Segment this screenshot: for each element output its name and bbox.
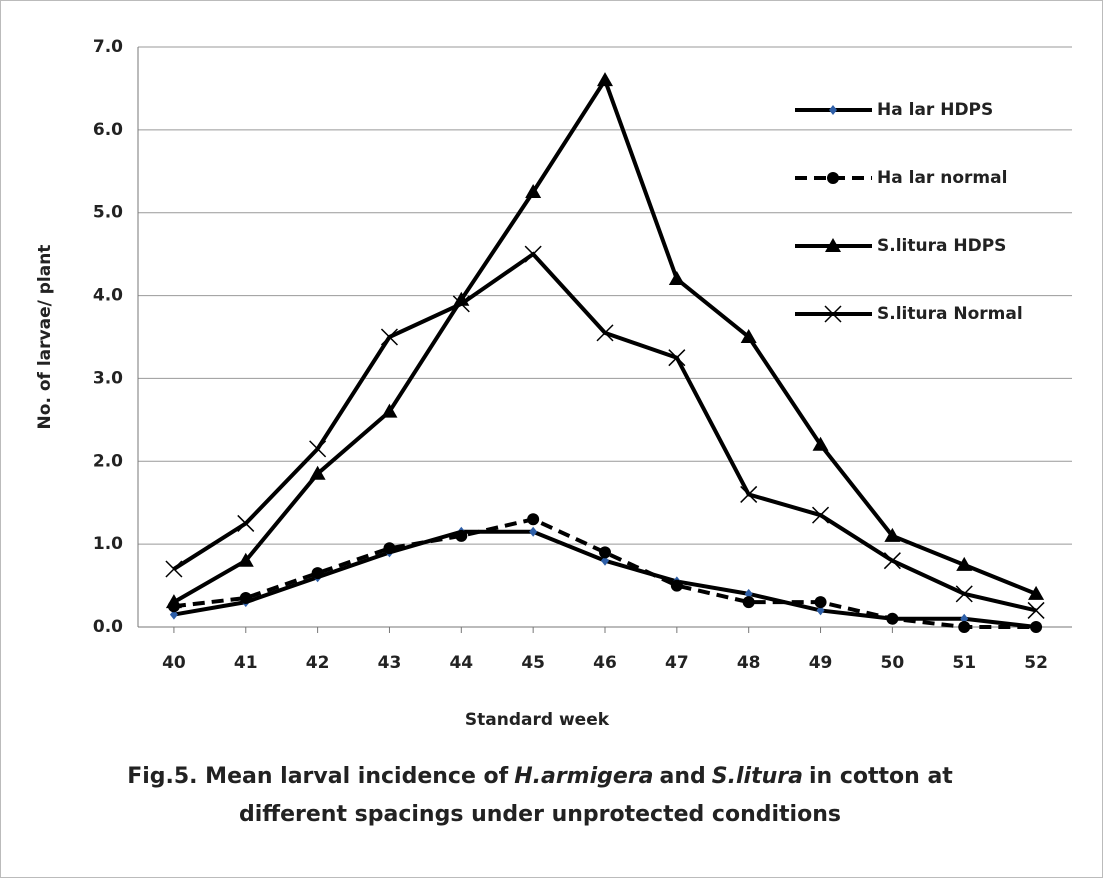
y-tick-label: 0.0 <box>93 617 123 637</box>
point <box>668 271 685 285</box>
caption-line2: different spacings under unprotected con… <box>239 802 841 827</box>
x-tick-label: 44 <box>449 653 473 673</box>
point <box>525 184 542 198</box>
point <box>237 514 255 532</box>
caption-part: Fig.5. Mean larval incidence of <box>127 764 508 789</box>
point <box>740 485 758 503</box>
point <box>169 609 178 620</box>
x-tick-label: 49 <box>809 653 833 673</box>
point <box>237 552 254 567</box>
point <box>381 403 398 418</box>
point <box>165 560 183 578</box>
legend-marker <box>829 105 837 115</box>
point <box>958 621 971 633</box>
x-tick-label: 42 <box>306 653 330 673</box>
point <box>599 546 611 559</box>
caption-part: in cotton at <box>809 764 953 789</box>
y-tick-label: 6.0 <box>93 120 123 140</box>
legend-marker <box>827 172 839 184</box>
legend-label: S.litura Normal <box>877 304 1023 324</box>
caption-part: S.litura <box>712 764 803 789</box>
point <box>956 556 973 571</box>
point <box>744 588 753 599</box>
point <box>380 328 398 346</box>
legend-marker <box>825 238 841 252</box>
point <box>601 555 609 566</box>
point <box>812 506 830 524</box>
point <box>884 527 901 542</box>
x-tick-label: 45 <box>521 653 545 673</box>
point <box>455 529 468 542</box>
x-tick-label: 47 <box>665 653 689 673</box>
point <box>383 542 396 555</box>
y-axis-label: No. of larvae/ plant <box>35 245 55 430</box>
y-tick-label: 4.0 <box>93 286 123 306</box>
x-tick-label: 50 <box>881 653 905 673</box>
point <box>814 596 827 609</box>
point <box>1027 601 1045 619</box>
point <box>670 579 683 592</box>
x-tick-label: 40 <box>162 653 186 673</box>
point <box>812 436 829 451</box>
x-tick-label: 46 <box>593 653 617 673</box>
legend-label: Ha lar normal <box>877 168 1007 188</box>
point <box>524 245 542 263</box>
y-tick-label: 2.0 <box>93 451 123 471</box>
point <box>597 72 613 87</box>
x-tick-label: 48 <box>737 653 761 673</box>
point <box>529 526 538 537</box>
point <box>886 612 899 625</box>
point <box>668 349 686 367</box>
y-tick-label: 3.0 <box>93 368 123 388</box>
point <box>309 465 326 480</box>
point <box>816 605 825 616</box>
point <box>955 585 973 603</box>
y-tick-label: 1.0 <box>93 534 123 554</box>
caption-line1: Fig.5. Mean larval incidence of H.armiger… <box>127 764 953 789</box>
caption-part: H.armigera <box>514 764 653 789</box>
point <box>452 295 470 313</box>
point <box>596 324 614 342</box>
point <box>239 592 252 604</box>
x-tick-label: 43 <box>378 653 402 673</box>
point <box>742 596 755 609</box>
legend-label: Ha lar HDPS <box>877 100 993 120</box>
point <box>1030 621 1043 633</box>
point <box>740 329 757 343</box>
x-axis-label: Standard week <box>465 710 610 730</box>
legend-label: S.litura HDPS <box>877 236 1006 256</box>
point <box>309 440 327 458</box>
x-tick-label: 52 <box>1024 653 1048 673</box>
x-tick-label: 51 <box>952 653 976 673</box>
point <box>527 513 540 526</box>
point <box>883 552 901 570</box>
point <box>960 613 969 624</box>
point <box>311 567 324 580</box>
point <box>1028 585 1045 600</box>
point <box>165 594 182 609</box>
x-tick-label: 41 <box>234 653 258 673</box>
y-tick-label: 5.0 <box>93 203 123 223</box>
caption-part: and <box>660 764 706 789</box>
y-tick-label: 7.0 <box>93 37 123 57</box>
legend-marker <box>824 305 842 323</box>
